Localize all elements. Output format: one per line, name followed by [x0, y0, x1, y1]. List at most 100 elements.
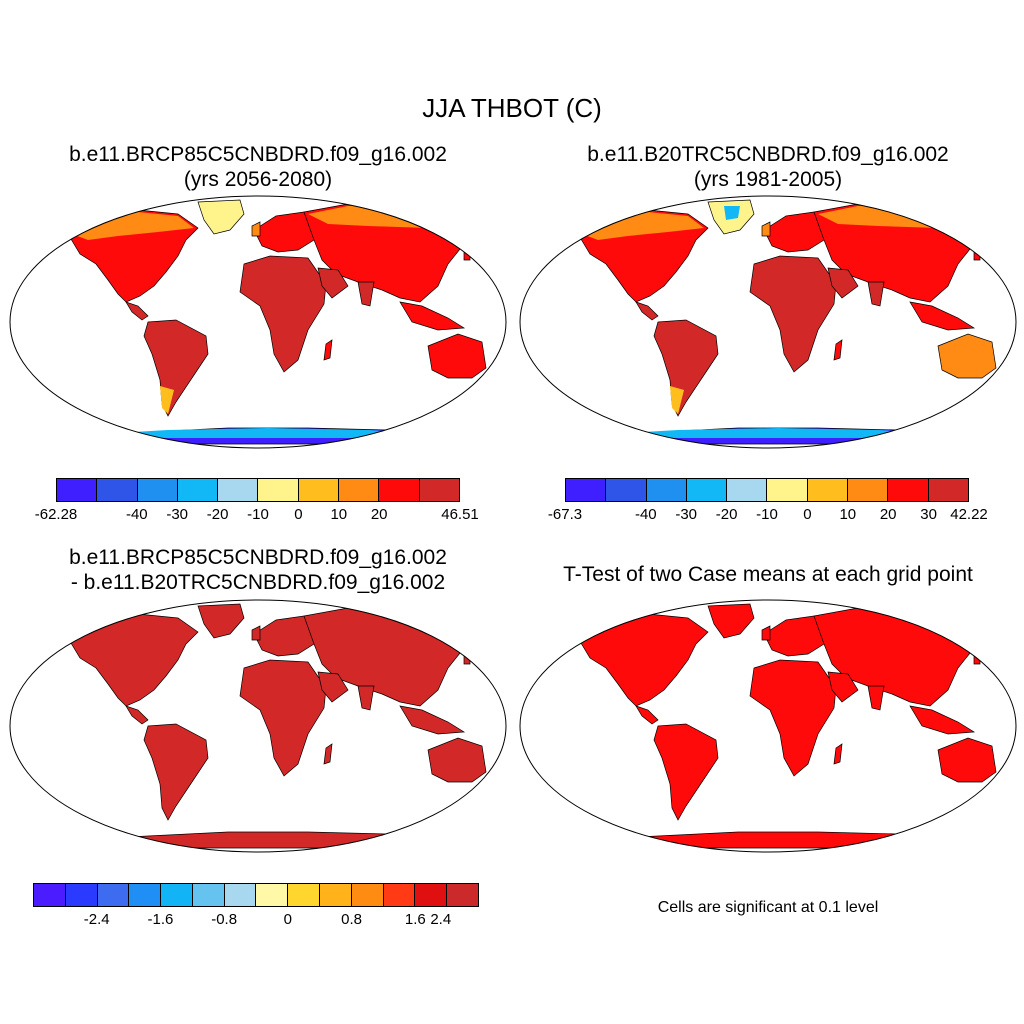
colorbar-tick-label: -30 [675, 506, 698, 523]
land-greenland [707, 603, 755, 639]
colorbar-swatch [351, 884, 384, 906]
greenland-interior [724, 206, 740, 220]
map-outline [9, 195, 507, 449]
colorbar-tick-label: -20 [206, 506, 229, 523]
land-australia [937, 333, 997, 379]
panel-1-title-line2: (yrs 2056-2080) [183, 168, 333, 191]
panel-3-title-line2: - b.e11.B20TRC5CNBDRD.f09_g16.002 [70, 571, 446, 594]
colorbar-tick-label: 46.51 [441, 506, 479, 523]
colorbar-swatch [379, 479, 420, 501]
colorbar-tick-label: 30 [920, 506, 937, 523]
main-title: JJA THBOT (C) [422, 93, 602, 123]
colorbar-swatch [192, 884, 225, 906]
colorbar-swatch [258, 479, 299, 501]
land-samerica [653, 319, 719, 417]
colorbar-swatch [97, 884, 130, 906]
land-africa [749, 659, 837, 777]
land-india [867, 281, 885, 307]
land-camerica [125, 301, 149, 321]
land-india [357, 685, 375, 711]
land-namerica [577, 613, 709, 707]
colorbar-swatch [566, 479, 607, 501]
land-india [357, 281, 375, 307]
colorbar-swatch [298, 479, 340, 501]
antarctic-coast [98, 428, 438, 438]
colorbar-tick-label: 0 [803, 506, 812, 523]
colorbar-tick-label: -67.3 [547, 506, 583, 523]
land-uk [761, 625, 771, 641]
colorbar-swatch [928, 479, 968, 501]
colorbar-swatch [34, 884, 66, 906]
colorbar-tick-label: 42.22 [950, 506, 988, 523]
land-india [867, 685, 885, 711]
land-australia [427, 737, 487, 783]
colorbar-swatch [447, 884, 478, 906]
panel-2-title: b.e11.B20TRC5CNBDRD.f09_g16.002 (yrs 198… [518, 142, 1018, 192]
colorbar-tick-label: -0.8 [211, 911, 238, 928]
land-africa [239, 659, 327, 777]
colorbar-tick-label: -10 [756, 506, 778, 523]
colorbar-swatch [218, 479, 259, 501]
land-madagascar [833, 743, 843, 765]
land-africa [239, 255, 327, 373]
colorbar-tick-label: -1.6 [147, 911, 174, 928]
land-arabia [317, 267, 349, 299]
land-seasia [399, 301, 466, 331]
colorbar-swatch [256, 884, 289, 906]
map-outline [9, 599, 507, 853]
land-arabia [827, 267, 859, 299]
land-samerica [143, 319, 209, 417]
land-greenland [197, 199, 245, 235]
land-seasia [909, 301, 976, 331]
land-uk [251, 221, 261, 237]
land-newzealand [487, 375, 499, 391]
land-arabia [827, 671, 859, 703]
land-madagascar [323, 339, 333, 361]
panel-4-title: T-Test of two Case means at each grid po… [563, 563, 973, 586]
land-namerica [67, 613, 199, 707]
colorbar-panel-3 [33, 883, 479, 907]
land-newzealand [487, 779, 499, 795]
patagonia-cool [160, 386, 174, 414]
land-camerica [125, 705, 149, 725]
colorbar-tick-label: 20 [879, 506, 897, 523]
colorbar-tick-label: 20 [370, 506, 388, 523]
significance-note: Cells are significant at 0.1 level [657, 899, 879, 916]
land-greenland [197, 603, 245, 639]
land-uk [761, 221, 771, 237]
colorbar-tick-label: 10 [330, 506, 348, 523]
map-panel-1 [9, 195, 507, 449]
colorbar-swatch [161, 884, 193, 906]
map-panel-2 [519, 195, 1017, 449]
colorbar-swatch [288, 884, 321, 906]
colorbar-panel-1 [56, 478, 460, 502]
land-antarctica [47, 831, 479, 849]
land-madagascar [833, 339, 843, 361]
colorbar-tick-label: -30 [166, 506, 189, 523]
colorbar-swatch [686, 479, 728, 501]
colorbar-swatch [320, 884, 352, 906]
colorbar-tick-label: -10 [247, 506, 269, 523]
colorbar-swatch [848, 479, 889, 501]
colorbar-swatch [57, 479, 98, 501]
colorbar-swatch [767, 479, 808, 501]
colorbar-swatch [129, 884, 162, 906]
colorbar-swatch [807, 479, 849, 501]
colorbar-swatch [97, 479, 138, 501]
land-uk [251, 625, 261, 641]
land-africa [749, 255, 837, 373]
colorbar-swatch [606, 479, 647, 501]
patagonia-cool [670, 386, 684, 414]
map-panel-4 [519, 599, 1017, 853]
colorbar-tick-label: 1.6 [404, 911, 426, 928]
panel-1-title: b.e11.BRCP85C5CNBDRD.f09_g16.002 (yrs 20… [8, 142, 508, 192]
colorbar-tick-label: 0 [294, 506, 303, 523]
land-australia [427, 333, 487, 379]
land-australia [937, 737, 997, 783]
land-samerica [653, 723, 719, 821]
map-outline [519, 195, 1017, 449]
map-outline [519, 599, 1017, 853]
colorbar-tick-label: -2.4 [83, 911, 110, 928]
colorbar-swatch [415, 884, 448, 906]
land-arabia [317, 671, 349, 703]
